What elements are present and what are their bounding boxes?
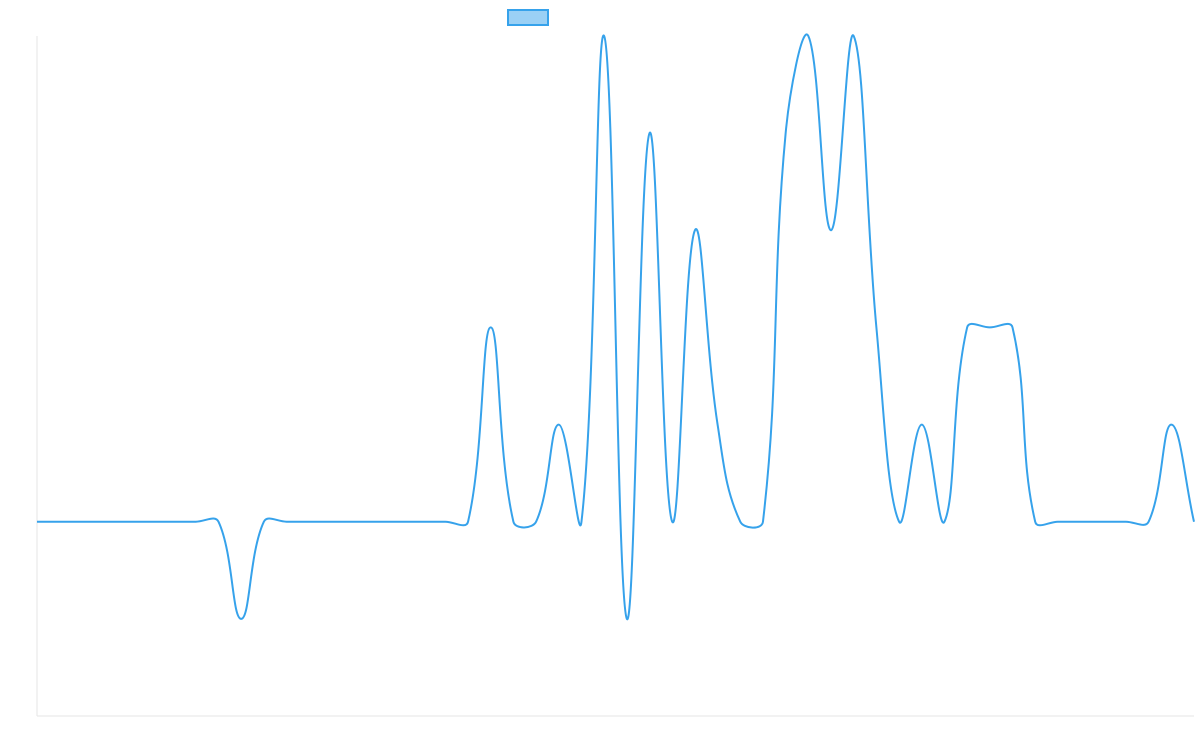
line <box>36 33 1195 620</box>
legend-swatch <box>507 9 549 26</box>
